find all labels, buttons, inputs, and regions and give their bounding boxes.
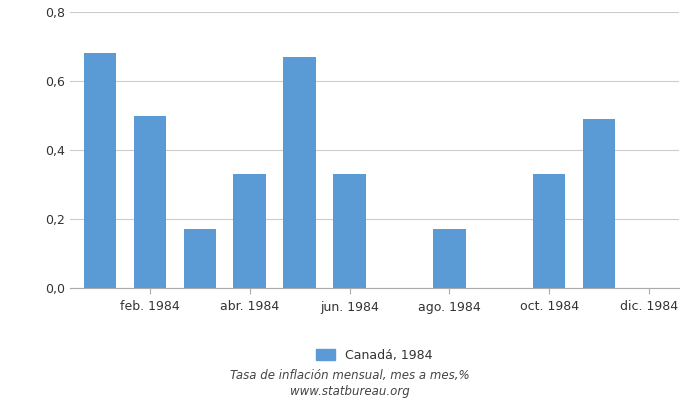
Bar [183, 229, 216, 288]
Bar [234, 174, 266, 288]
Text: Tasa de inflación mensual, mes a mes,%: Tasa de inflación mensual, mes a mes,% [230, 370, 470, 382]
Bar [433, 229, 466, 288]
Bar [134, 116, 166, 288]
Bar [533, 174, 566, 288]
Bar [84, 53, 116, 288]
Bar [333, 174, 366, 288]
Bar [583, 119, 615, 288]
Bar [284, 57, 316, 288]
Legend: Canadá, 1984: Canadá, 1984 [312, 344, 438, 367]
Text: www.statbureau.org: www.statbureau.org [290, 386, 410, 398]
